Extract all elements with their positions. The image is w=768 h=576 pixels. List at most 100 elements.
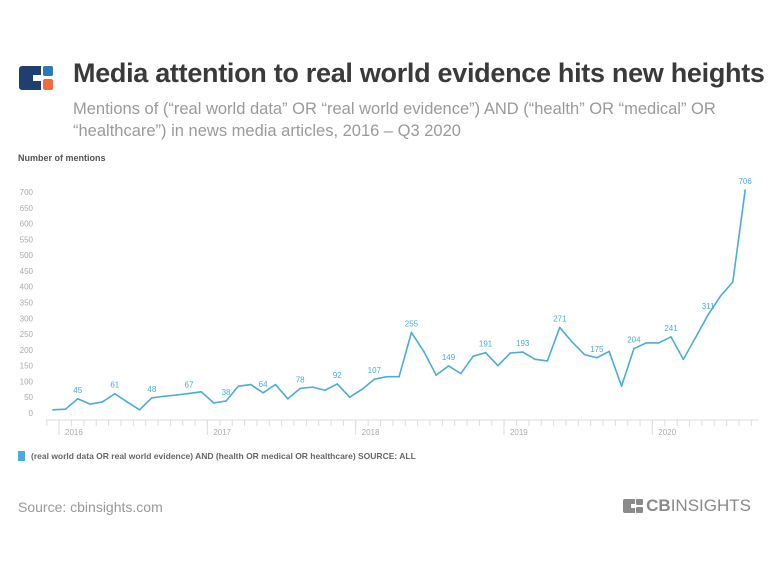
brand-light: INSIGHTS	[670, 496, 751, 515]
x-year-label: 2018	[362, 428, 380, 437]
source-text: Source: cbinsights.com	[18, 499, 163, 515]
data-label: 706	[738, 177, 752, 186]
y-tick-label: 500	[20, 251, 34, 260]
data-label: 204	[627, 336, 641, 345]
data-point	[521, 351, 524, 353]
data-point	[398, 375, 400, 378]
data-point	[262, 391, 264, 394]
y-tick-label: 0	[29, 409, 34, 418]
x-year-label: 2016	[65, 428, 83, 437]
data-point	[299, 387, 302, 390]
data-point	[534, 358, 536, 361]
data-point	[249, 383, 252, 386]
data-point	[546, 360, 549, 362]
data-point	[274, 383, 277, 386]
data-point	[435, 374, 437, 376]
y-tick-label: 250	[20, 330, 34, 339]
data-point	[694, 336, 697, 339]
x-year-label: 2020	[658, 428, 676, 437]
data-label: 38	[222, 388, 231, 397]
data-point	[101, 401, 104, 403]
data-point	[744, 189, 746, 191]
data-label: 193	[516, 339, 530, 348]
cb-insights-brand: CB INSIGHTS	[623, 496, 751, 516]
data-label: 149	[442, 353, 456, 362]
y-tick-label: 200	[20, 346, 34, 355]
data-point	[571, 341, 573, 343]
data-point	[225, 400, 227, 402]
data-point	[200, 391, 203, 393]
data-label: 191	[479, 340, 493, 349]
y-tick-label: 700	[20, 188, 34, 197]
data-point	[558, 326, 561, 329]
data-point	[151, 397, 153, 399]
data-point	[348, 396, 351, 399]
data-point	[324, 389, 326, 392]
data-point	[311, 386, 314, 388]
chart-subtitle: Mentions of (“real world data” OR “real …	[73, 100, 716, 140]
data-point	[336, 383, 339, 385]
y-tick-label: 300	[20, 314, 34, 323]
legend-label: (real world data OR real world evidence)…	[31, 451, 416, 461]
data-point	[460, 372, 462, 375]
y-tick-label: 550	[20, 235, 34, 244]
data-point	[175, 394, 178, 396]
data-point	[52, 409, 54, 411]
data-point	[114, 392, 116, 395]
data-point	[423, 350, 425, 353]
data-point	[484, 351, 487, 354]
data-point	[608, 350, 610, 353]
data-point	[509, 352, 512, 354]
y-tick-label: 100	[20, 377, 34, 386]
y-tick-label: 350	[20, 299, 34, 308]
data-point	[657, 342, 660, 344]
cb-insights-logo-icon	[19, 66, 53, 90]
data-point	[138, 409, 141, 411]
data-point	[64, 408, 67, 411]
data-point	[732, 281, 734, 283]
data-point	[237, 385, 240, 387]
y-tick-label: 150	[20, 362, 34, 371]
data-label: 67	[185, 380, 194, 389]
data-point	[719, 295, 722, 297]
data-point	[188, 392, 190, 395]
data-label: 48	[147, 385, 156, 394]
y-tick-label: 450	[20, 267, 34, 276]
data-label: 271	[553, 314, 567, 323]
data-point	[89, 403, 91, 405]
data-point	[385, 375, 388, 378]
data-point	[670, 336, 672, 338]
data-label: 92	[333, 371, 342, 380]
data-label: 175	[590, 345, 604, 354]
x-year-label: 2019	[510, 428, 528, 437]
y-axis-label: Number of mentions	[18, 153, 106, 163]
data-point	[361, 388, 363, 391]
data-label: 78	[296, 375, 305, 384]
chart-title: Media attention to real world evidence h…	[73, 58, 765, 88]
data-label: 107	[368, 366, 382, 375]
y-tick-label: 600	[20, 220, 34, 229]
y-tick-label: 650	[20, 204, 34, 213]
data-point	[596, 356, 598, 359]
x-year-label: 2017	[213, 428, 231, 437]
data-point	[76, 397, 79, 400]
data-point	[373, 378, 376, 381]
legend: (real world data OR real world evidence)…	[18, 451, 416, 461]
data-point	[707, 314, 709, 316]
data-point	[682, 358, 685, 361]
data-point	[645, 342, 648, 344]
data-point	[497, 364, 499, 367]
y-tick-label: 50	[24, 393, 33, 402]
legend-swatch	[18, 451, 25, 461]
data-label: 64	[259, 380, 268, 389]
data-point	[447, 365, 450, 367]
data-label: 45	[73, 386, 82, 395]
data-point	[633, 347, 635, 350]
data-point	[472, 355, 475, 357]
brand-bold: CB	[646, 496, 671, 515]
line-chart: 0 50 100 150 200 250 300 350 400 450 500 550 600 650 7…	[20, 177, 758, 437]
y-tick-label: 400	[20, 283, 34, 292]
data-point	[212, 402, 215, 404]
data-point	[410, 331, 413, 334]
data-point	[583, 353, 586, 356]
